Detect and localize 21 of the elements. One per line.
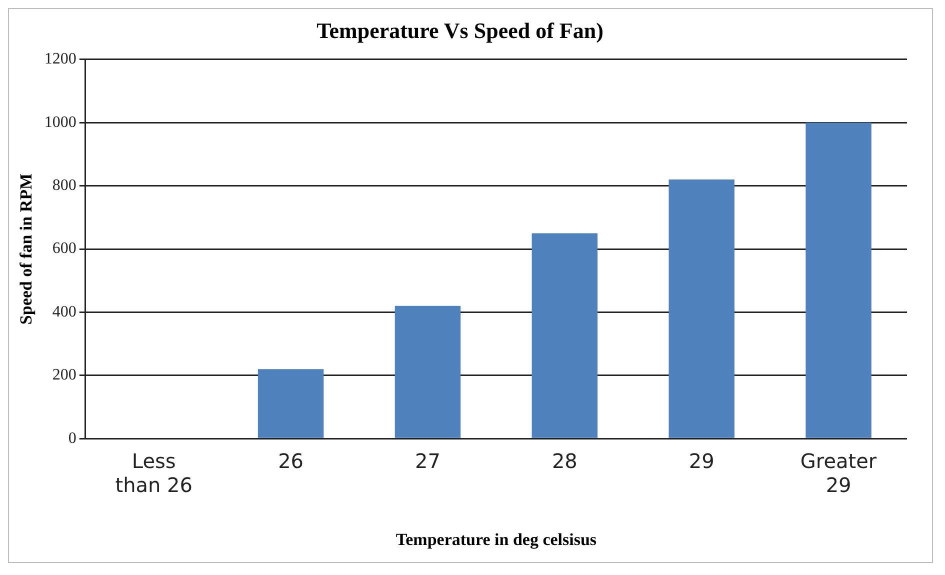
x-tick-label: 26 [278,448,304,473]
x-tick-label: Less than 26 [115,448,192,497]
y-tick-label: 800 [52,177,76,194]
x-tick-label: 27 [415,448,440,473]
chart-title: Temperature Vs Speed of Fan) [316,18,604,43]
y-tick-label: 1200 [44,50,76,68]
y-tick-label: 400 [52,303,76,320]
y-tick-label: 600 [52,240,76,258]
bar [258,369,324,438]
bar [394,306,461,438]
y-axis-title: Speed of fan in RPM [16,173,36,325]
x-tick-label: Greater 29 [800,448,878,497]
y-tick-label: 1000 [44,114,76,131]
bar [806,122,872,438]
bar [532,233,598,438]
y-tick-label: 200 [52,366,76,384]
x-tick-label: 28 [552,448,578,473]
bar [668,179,734,438]
x-axis-title: Temperature in deg celsisus [396,530,597,550]
x-tick-label: 29 [688,448,714,473]
y-tick-label: 0 [68,430,76,447]
